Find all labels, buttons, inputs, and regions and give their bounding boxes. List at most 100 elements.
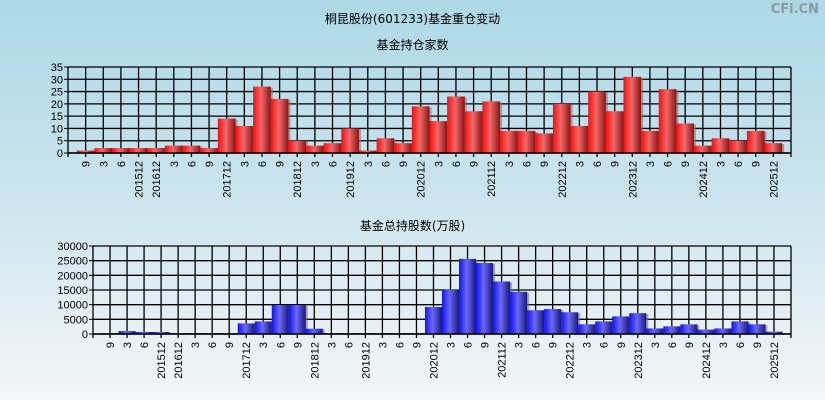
top-bar bbox=[517, 130, 536, 153]
top-bar bbox=[764, 143, 783, 153]
bottom-bar bbox=[288, 304, 306, 334]
bottom-xtick-label: 9 bbox=[548, 342, 560, 348]
top-xtick-label: 3 bbox=[169, 161, 181, 167]
bottom-xtick-label: 201712 bbox=[241, 342, 253, 379]
top-bar bbox=[588, 91, 606, 153]
top-xtick-label: 201812 bbox=[292, 161, 304, 198]
top-ytick-label: 25 bbox=[51, 87, 63, 99]
bottom-ytick-label: 5000 bbox=[64, 314, 88, 326]
top-xtick-label: 9 bbox=[680, 161, 692, 167]
top-xtick-label: 6 bbox=[257, 161, 269, 167]
top-xtick-label: 6 bbox=[521, 161, 533, 167]
bottom-ytick-label: 0 bbox=[82, 329, 88, 341]
top-ytick-label: 5 bbox=[57, 136, 63, 148]
bottom-xtick-label: 202512 bbox=[769, 342, 781, 379]
bottom-xtick-label: 201812 bbox=[309, 342, 321, 379]
bottom-xtick-label: 3 bbox=[582, 342, 594, 348]
bottom-xtick-label: 3 bbox=[650, 342, 662, 348]
bottom-xtick-label: 9 bbox=[105, 342, 117, 348]
bottom-xtick-label: 6 bbox=[667, 342, 679, 348]
bottom-bar bbox=[305, 328, 323, 334]
top-xtick-label: 9 bbox=[81, 161, 93, 167]
top-bar bbox=[253, 86, 271, 153]
top-xtick-label: 3 bbox=[504, 161, 516, 167]
bottom-xtick-label: 6 bbox=[139, 342, 151, 348]
bottom-xtick-label: 3 bbox=[122, 342, 134, 348]
chart-title-total-shares: 基金总持股数(万股) bbox=[359, 219, 466, 233]
top-bar bbox=[676, 123, 695, 153]
bottom-bar bbox=[459, 258, 477, 334]
top-bar bbox=[394, 143, 412, 153]
bottom-bar bbox=[612, 316, 630, 334]
top-xtick-label: 202112 bbox=[486, 161, 498, 197]
top-xtick-label: 6 bbox=[186, 161, 198, 167]
top-ytick-label: 35 bbox=[51, 62, 63, 74]
top-xtick-label: 3 bbox=[363, 161, 375, 167]
top-ytick-label: 10 bbox=[51, 123, 63, 135]
top-bar bbox=[147, 148, 165, 153]
top-xtick-label: 3 bbox=[433, 161, 445, 167]
bottom-bar bbox=[254, 321, 272, 334]
bottom-bar bbox=[765, 331, 783, 334]
bottom-ytick-label: 25000 bbox=[57, 256, 88, 268]
bottom-xtick-label: 6 bbox=[735, 342, 747, 348]
top-ytick-label: 20 bbox=[51, 99, 63, 111]
bottom-ytick-label: 10000 bbox=[57, 300, 88, 312]
top-bar bbox=[323, 143, 342, 153]
chart-title-fund-count: 基金持仓家数 bbox=[376, 38, 449, 52]
top-bar bbox=[182, 145, 201, 153]
bottom-ytick-label: 30000 bbox=[57, 241, 88, 253]
top-bar bbox=[482, 101, 501, 153]
top-xtick-label: 3 bbox=[715, 161, 727, 167]
bottom-bar bbox=[680, 324, 698, 334]
bottom-bar bbox=[544, 309, 562, 334]
top-xtick-label: 3 bbox=[645, 161, 657, 167]
bottom-xtick-label: 202312 bbox=[633, 342, 645, 379]
top-xtick-label: 202512 bbox=[768, 161, 780, 198]
top-xtick-label: 6 bbox=[116, 161, 128, 167]
top-bar bbox=[746, 130, 765, 153]
top-bar bbox=[376, 138, 395, 153]
top-bar bbox=[552, 103, 571, 153]
bottom-xtick-label: 202012 bbox=[428, 342, 440, 379]
top-xtick-label: 6 bbox=[663, 161, 675, 167]
top-bar bbox=[570, 125, 589, 153]
top-bar bbox=[464, 111, 483, 153]
bottom-bar bbox=[527, 310, 545, 334]
top-xtick-label: 3 bbox=[310, 161, 322, 167]
top-xtick-label: 6 bbox=[380, 161, 392, 167]
bottom-xtick-label: 3 bbox=[514, 342, 526, 348]
top-xtick-label: 9 bbox=[204, 161, 216, 167]
top-xtick-label: 6 bbox=[592, 161, 604, 167]
top-xtick-label: 202412 bbox=[698, 161, 710, 198]
bottom-bar bbox=[271, 304, 289, 334]
bottom-bar bbox=[442, 289, 460, 334]
top-xtick-label: 6 bbox=[328, 161, 340, 167]
bottom-bar bbox=[663, 326, 681, 334]
bottom-bar bbox=[493, 281, 511, 334]
top-ytick-label: 30 bbox=[51, 74, 63, 86]
bottom-bar bbox=[237, 323, 255, 334]
bottom-bar bbox=[476, 263, 494, 334]
bottom-xtick-label: 3 bbox=[718, 342, 730, 348]
bottom-xtick-label: 6 bbox=[463, 342, 475, 348]
top-bar bbox=[94, 148, 113, 153]
top-xtick-label: 201912 bbox=[345, 161, 357, 198]
top-xtick-label: 202212 bbox=[557, 161, 569, 198]
bottom-bar bbox=[595, 321, 613, 334]
bottom-bar bbox=[152, 331, 170, 334]
chart-main-title: 桐昆股份(601233)基金重仓变动 bbox=[324, 12, 501, 26]
bottom-xtick-label: 9 bbox=[411, 342, 423, 348]
top-bar bbox=[217, 118, 236, 153]
top-bar bbox=[76, 150, 95, 153]
bottom-xtick-label: 3 bbox=[258, 342, 270, 348]
bottom-bar bbox=[135, 331, 153, 334]
bottom-bar bbox=[629, 313, 647, 334]
top-xtick-label: 3 bbox=[239, 161, 251, 167]
top-bar bbox=[129, 148, 148, 153]
top-bar bbox=[411, 106, 430, 153]
top-bar bbox=[535, 133, 553, 153]
top-xtick-label: 201612 bbox=[151, 161, 163, 198]
top-xtick-label: 9 bbox=[275, 161, 287, 167]
